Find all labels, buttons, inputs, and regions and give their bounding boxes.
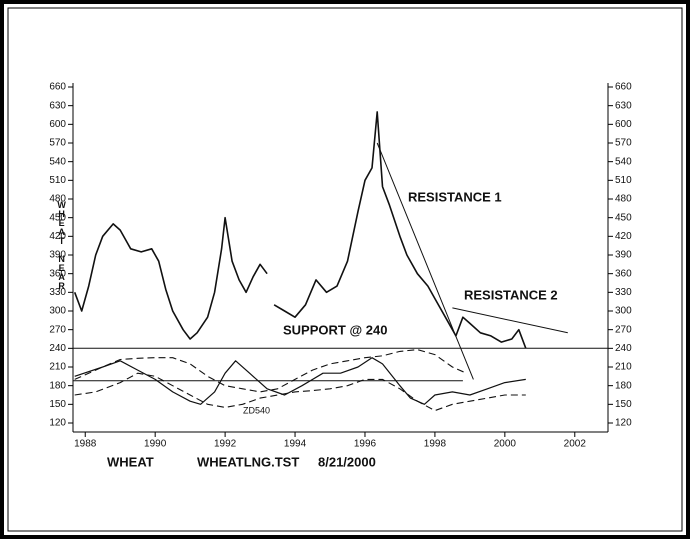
y2-tick-label: 420 bbox=[615, 231, 632, 242]
y-tick-label: 540 bbox=[49, 156, 66, 167]
trend-line bbox=[376, 142, 474, 380]
x-tick-label: 1994 bbox=[284, 439, 307, 450]
x-tick-label: 1996 bbox=[354, 439, 377, 450]
y-tick-label: 630 bbox=[49, 100, 66, 111]
y-tick-label: 300 bbox=[49, 306, 66, 317]
x-tick-label: 2002 bbox=[564, 439, 587, 450]
annotation: RESISTANCE 1 bbox=[408, 189, 502, 204]
y-tick-label: 390 bbox=[49, 250, 66, 261]
y2-tick-label: 630 bbox=[615, 100, 632, 111]
y-tick-label: 180 bbox=[49, 380, 66, 391]
y2-tick-label: 480 bbox=[615, 194, 632, 205]
y2-tick-label: 570 bbox=[615, 138, 632, 149]
footer-text: WHEATLNG.TST bbox=[197, 454, 299, 469]
y2-tick-label: 180 bbox=[615, 380, 632, 391]
series-line bbox=[73, 111, 527, 349]
y-tick-label: 360 bbox=[49, 268, 66, 279]
y-tick-label: 270 bbox=[49, 324, 66, 335]
y2-tick-label: 270 bbox=[615, 324, 632, 335]
y2-tick-label: 510 bbox=[615, 175, 632, 186]
annotation: SUPPORT @ 240 bbox=[283, 322, 387, 337]
series-line bbox=[74, 349, 467, 393]
y-tick-label: 120 bbox=[49, 418, 66, 429]
y2-tick-label: 540 bbox=[615, 156, 632, 167]
x-tick-label: 1998 bbox=[424, 439, 447, 450]
y-tick-label: 600 bbox=[49, 119, 66, 130]
series-line bbox=[74, 372, 526, 412]
y-axis-label: WHEAT NEAR bbox=[57, 200, 67, 290]
y2-tick-label: 240 bbox=[615, 343, 632, 354]
y2-tick-label: 120 bbox=[615, 418, 632, 429]
y2-tick-label: 600 bbox=[615, 119, 632, 130]
series-line bbox=[74, 357, 526, 405]
trend-line bbox=[452, 307, 568, 334]
annotation: ZD540 bbox=[243, 405, 270, 415]
y-tick-label: 240 bbox=[49, 343, 66, 354]
y-tick-label: 660 bbox=[49, 82, 66, 93]
y2-tick-label: 330 bbox=[615, 287, 632, 298]
y-tick-label: 150 bbox=[49, 399, 66, 410]
x-tick-label: 1992 bbox=[214, 439, 237, 450]
y-tick-label: 570 bbox=[49, 138, 66, 149]
y-tick-label: 420 bbox=[49, 231, 66, 242]
x-tick-label: 1990 bbox=[144, 439, 167, 450]
footer-text: 8/21/2000 bbox=[318, 454, 376, 469]
x-tick-label: 1988 bbox=[74, 439, 97, 450]
y2-tick-label: 300 bbox=[615, 306, 632, 317]
y2-tick-label: 660 bbox=[615, 82, 632, 93]
y-tick-label: 210 bbox=[49, 362, 66, 373]
y2-tick-label: 450 bbox=[615, 212, 632, 223]
y-tick-label: 480 bbox=[49, 194, 66, 205]
y-tick-label: 510 bbox=[49, 175, 66, 186]
y-tick-label: 450 bbox=[49, 212, 66, 223]
y2-tick-label: 390 bbox=[615, 250, 632, 261]
x-tick-label: 2000 bbox=[494, 439, 517, 450]
inner-frame bbox=[7, 7, 683, 532]
y2-tick-label: 360 bbox=[615, 268, 632, 279]
y2-tick-label: 210 bbox=[615, 362, 632, 373]
y-tick-label: 330 bbox=[49, 287, 66, 298]
footer-text: WHEAT bbox=[107, 454, 154, 469]
y2-tick-label: 150 bbox=[615, 399, 632, 410]
annotation: RESISTANCE 2 bbox=[464, 287, 558, 302]
